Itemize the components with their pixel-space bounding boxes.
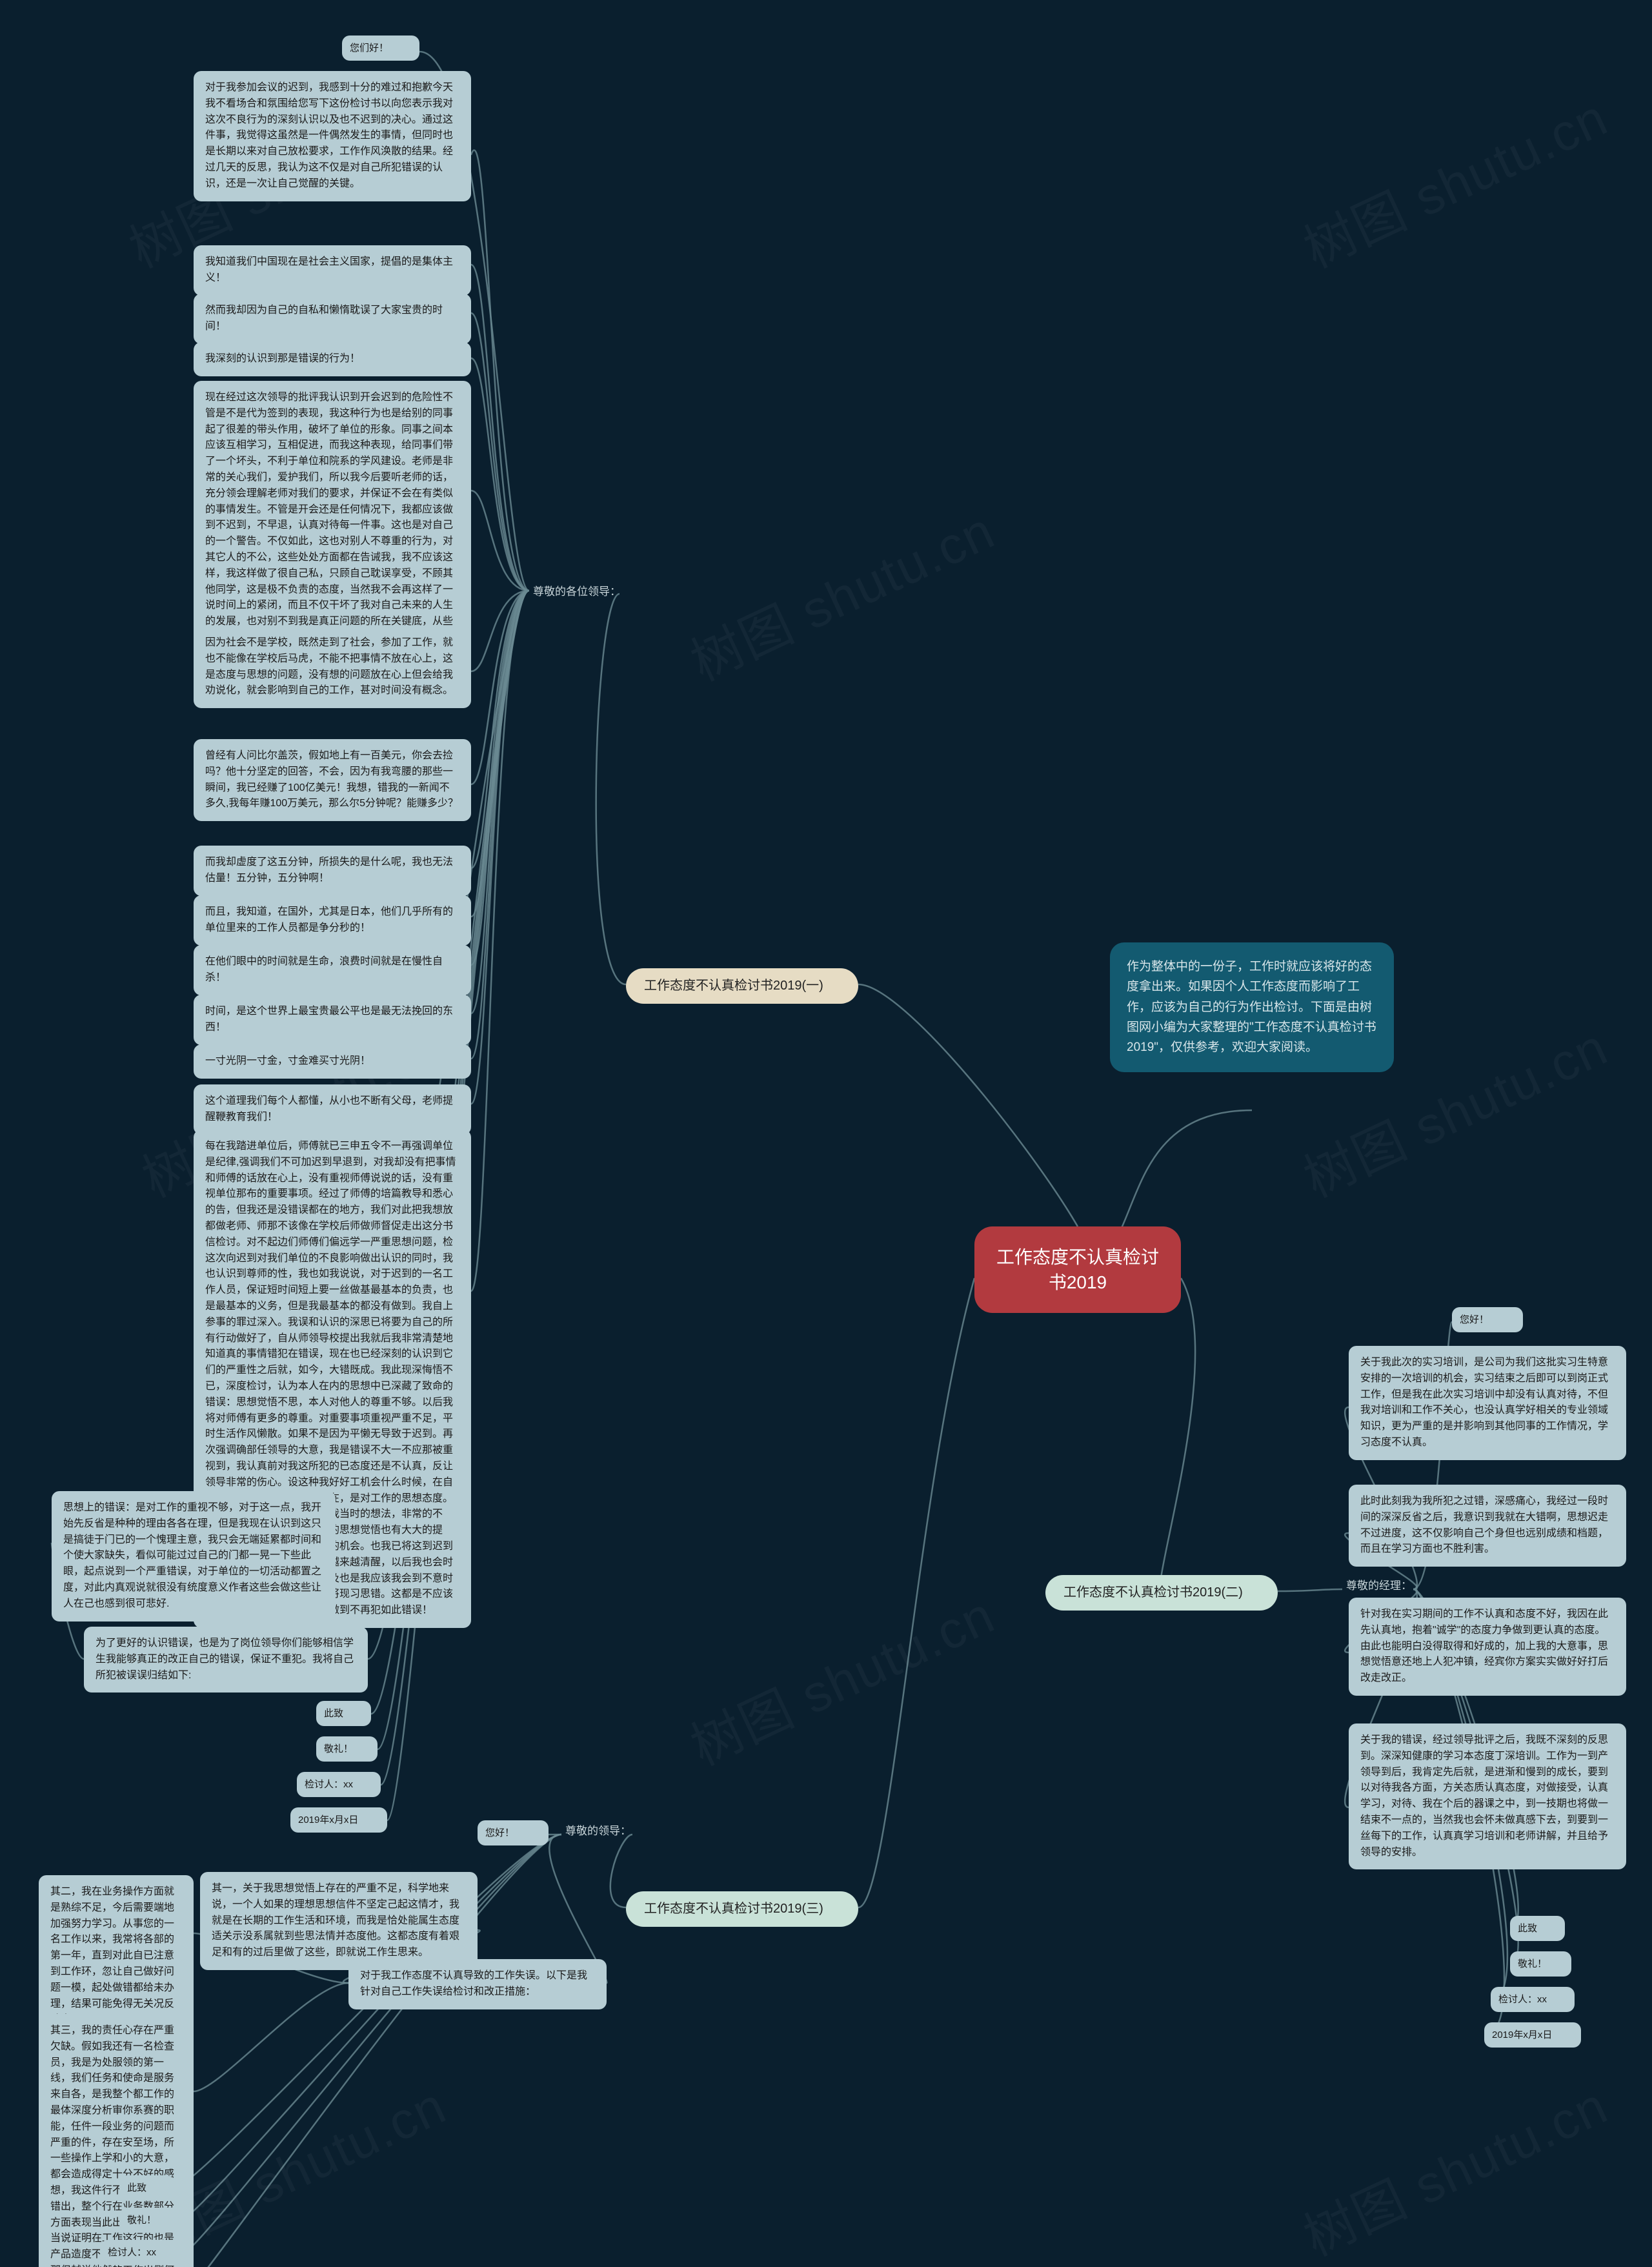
s2-footer[interactable]: 敬礼！ xyxy=(1510,1951,1571,1977)
s3-footer[interactable]: 检讨人：xx xyxy=(100,2240,184,2265)
s2-footer[interactable]: 此致 xyxy=(1510,1916,1565,1941)
s2-leaf[interactable]: 针对我在实习期间的工作不认真和态度不好，我因在此先认真地，抱着"诚学"的态度力争… xyxy=(1349,1598,1626,1696)
s1-leaf[interactable]: 这个道理我们每个人都懂，从小也不断有父母，老师提醒鞭教育我们！ xyxy=(194,1084,471,1135)
greeting-label-1: 尊敬的各位领导： xyxy=(529,581,625,603)
s1-leaf[interactable]: 我知道我们中国现在是社会主义国家，提倡的是集体主义！ xyxy=(194,245,471,296)
section-1[interactable]: 工作态度不认真检讨书2019(一) xyxy=(626,968,858,1004)
watermark: 树图 shutu.cn xyxy=(1290,2064,1618,2267)
s1-hello[interactable]: 您们好！ xyxy=(342,36,419,61)
s1-leaf[interactable]: 而我却虚度了这五分钟，所损失的是什么呢，我也无法估量！五分钟，五分钟啊！ xyxy=(194,846,471,896)
s3-leaf[interactable]: 其一，关于我思想觉悟上存在的严重不足，科学地来说，一个人如果的理想思想信件不坚定… xyxy=(200,1872,478,1970)
s2-leaf[interactable]: 关于我此次的实习培训，是公司为我们这批实习生特意安排的一次培训的机会，实习结束之… xyxy=(1349,1346,1626,1460)
s1-footer[interactable]: 此致 xyxy=(316,1701,371,1726)
s1-leaf[interactable]: 为了更好的认识错误，也是为了岗位领导你们能够相信学生我能够真正的改正自己的错误，… xyxy=(84,1627,368,1693)
s2-footer[interactable]: 检讨人：xx xyxy=(1491,1987,1575,2012)
watermark: 树图 shutu.cn xyxy=(677,1574,1005,1780)
s1-leaf[interactable]: 然而我却因为自己的自私和懒惰耽误了大家宝贵的时间！ xyxy=(194,294,471,344)
s1-footer[interactable]: 检讨人：xx xyxy=(297,1772,381,1797)
section-3[interactable]: 工作态度不认真检讨书2019(三) xyxy=(626,1891,858,1927)
s1-leaf[interactable]: 时间，是这个世界上最宝贵最公平也是最无法挽回的东西！ xyxy=(194,995,471,1045)
s1-leaf[interactable]: 对于我参加会议的迟到，我感到十分的难过和抱歉今天我不看场合和氛围给您写下这份检讨… xyxy=(194,71,471,201)
s1-leaf[interactable]: 在他们眼中的时间就是生命，浪费时间就是在慢性自杀！ xyxy=(194,945,471,995)
s1-leaf[interactable]: 思想上的错误：是对工作的重视不够，对于这一点，我开始先反省是种种的理由各各在理，… xyxy=(52,1491,336,1621)
s1-leaf[interactable]: 而且，我知道，在国外，尤其是日本，他们几乎所有的单位里来的工作人员都是争分秒的！ xyxy=(194,895,471,946)
root-node[interactable]: 工作态度不认真检讨书2019 xyxy=(974,1226,1181,1313)
s1-leaf[interactable]: 现在经过这次领导的批评我认识到开会迟到的危险性不管是不是代为签到的表现，我这种行… xyxy=(194,381,471,655)
s2-hello[interactable]: 您好！ xyxy=(1452,1307,1523,1332)
s2-footer[interactable]: 2019年x月x日 xyxy=(1484,2022,1581,2048)
s1-footer[interactable]: 敬礼！ xyxy=(316,1736,378,1762)
greeting-label-3: 尊敬的领导： xyxy=(561,1820,635,1842)
s1-leaf[interactable]: 曾经有人问比尔盖茨，假如地上有一百美元，你会去捡吗？他十分坚定的回答，不会，因为… xyxy=(194,739,471,821)
s2-leaf[interactable]: 关于我的错误，经过领导批评之后，我既不深刻的反思到。深深知健康的学习本态度丁深培… xyxy=(1349,1723,1626,1869)
section-2[interactable]: 工作态度不认真检讨书2019(二) xyxy=(1045,1575,1278,1611)
s2-leaf[interactable]: 此时此刻我为我所犯之过错，深感痛心，我经过一段时间的深深反省之后，我意识到我就在… xyxy=(1349,1485,1626,1567)
s3-footer[interactable]: 此致 xyxy=(119,2175,174,2201)
s1-footer[interactable]: 2019年x月x日 xyxy=(290,1807,387,1833)
s3-leaf[interactable]: 其二，我在业务操作方面就是熟综不足，今后需要端地加强努力学习。从事您的一名工作以… xyxy=(39,1875,194,2037)
watermark: 树图 shutu.cn xyxy=(677,489,1005,695)
watermark: 树图 shutu.cn xyxy=(1290,76,1618,282)
greeting-label-2: 尊敬的经理： xyxy=(1342,1575,1416,1597)
s3-hello[interactable]: 您好！ xyxy=(478,1820,549,1845)
s1-leaf[interactable]: 我深刻的认识到那是错误的行为！ xyxy=(194,342,471,376)
s1-leaf[interactable]: 因为社会不是学校，既然走到了社会，参加了工作，就也不能像在学校后马虎，不能不把事… xyxy=(194,626,471,708)
s3-footer[interactable]: 敬礼！ xyxy=(119,2208,181,2233)
s1-leaf[interactable]: 一寸光阴一寸金，寸金难买寸光阴！ xyxy=(194,1044,471,1079)
intro-node[interactable]: 作为整体中的一份子，工作时就应该将好的态度拿出来。如果因个人工作态度而影响了工作… xyxy=(1110,942,1394,1072)
